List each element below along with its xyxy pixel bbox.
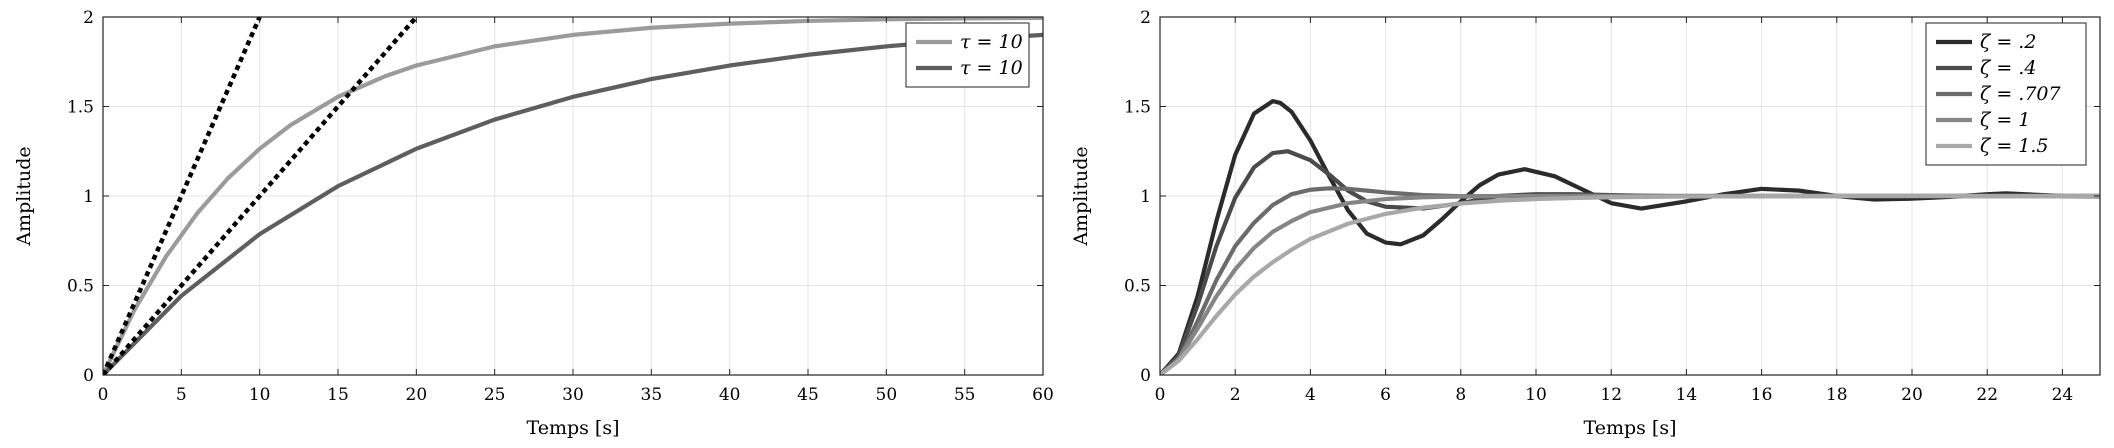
chart-1-series-line-1 [103, 17, 1043, 375]
chart-2-x-tick-label: 20 [1901, 385, 1923, 405]
chart-2-y-tick-label: 0 [1140, 366, 1151, 386]
chart-1-legend-label: τ = 10 [960, 57, 1023, 79]
chart-damping: 0 2 4 6 8 10 12 14 16 18 20 22 24 0 0.5 1 1.5 2 Temps [s] A… [1057, 0, 2114, 448]
chart-2-x-tick-label: 8 [1455, 385, 1466, 405]
chart-1-x-tick-label: 10 [249, 385, 271, 405]
chart-2-x-tick-label: 6 [1380, 385, 1391, 405]
chart-1-x-tick-label: 15 [327, 385, 349, 405]
chart-2-legend-label: ζ = 1 [1980, 109, 2030, 131]
chart-2-y-tick-label: 0.5 [1124, 277, 1151, 297]
chart-2-x-tick-label: 16 [1751, 385, 1773, 405]
chart-1-svg: 0 5 10 15 20 25 30 35 40 45 50 55 60 0 0.5 1 1.5 2 Temps [… [13, 8, 1054, 439]
chart-1-x-tick-label: 30 [562, 385, 584, 405]
chart-1-tangent-line [103, 17, 419, 375]
chart-1-y-tick-label: 1 [83, 187, 94, 207]
chart-1-x-tick-label: 60 [1032, 385, 1054, 405]
chart-1-legend-box [905, 22, 1030, 88]
chart-1-series-group [103, 17, 1043, 375]
chart-2-x-tick-label: 14 [1676, 385, 1698, 405]
chart-1-y-tick-label: 1.5 [67, 98, 94, 118]
chart-2-series-line-5 [1160, 193, 2100, 375]
chart-2-y-tick-label: 1 [1140, 187, 1151, 207]
chart-1-x-tick-label: 50 [876, 385, 898, 405]
chart-1-y-tick-label: 2 [83, 8, 94, 28]
chart-2-y-tick-label: 1.5 [1124, 98, 1151, 118]
chart-1-x-tick-label: 40 [719, 385, 741, 405]
chart-2-x-tick-label: 0 [1155, 385, 1166, 405]
chart-1-y-axis-title: Amplitude [13, 146, 35, 246]
chart-1-tangent-line [103, 17, 262, 375]
chart-2-x-tick-label: 18 [1826, 385, 1848, 405]
chart-2-series-group [1160, 99, 2100, 375]
chart-2-x-tick-label: 2 [1230, 385, 1241, 405]
chart-2-x-tick-label: 22 [1976, 385, 1998, 405]
chart-2-y-tick-label: 2 [1140, 8, 1151, 28]
chart-2-series-line-2 [1160, 149, 2100, 375]
chart-2-series-line-1 [1160, 99, 2100, 375]
chart-2-legend-label: ζ = .4 [1980, 57, 2036, 79]
chart-1-series-line-2 [103, 32, 1043, 375]
chart-2-legend: ζ = .2 ζ = .4 ζ = .707 ζ = 1 ζ = 1.5 [1925, 22, 2087, 166]
chart-2-x-tick-label: 4 [1305, 385, 1316, 405]
chart-1-y-tick-label: 0.5 [67, 277, 94, 297]
chart-1-x-tick-label: 5 [176, 385, 187, 405]
chart-2-x-tick-label: 10 [1525, 385, 1547, 405]
chart-1-x-tick-label: 25 [484, 385, 506, 405]
chart-1-x-tick-label: 0 [98, 385, 109, 405]
chart-time-constant: 0 5 10 15 20 25 30 35 40 45 50 55 60 0 0.5 1 1.5 2 Temps [… [13, 8, 1054, 439]
chart-1-x-tick-label: 55 [954, 385, 976, 405]
chart-2-legend-label: ζ = .2 [1980, 31, 2036, 53]
chart-2-y-axis-title: Amplitude [1070, 146, 1092, 246]
chart-1-x-tick-label: 35 [641, 385, 663, 405]
chart-1-grid [102, 16, 1044, 376]
chart-2-legend-label: ζ = 1.5 [1980, 135, 2049, 157]
chart-1-y-tick-label: 0 [83, 366, 94, 386]
chart-2-x-tick-label: 24 [2052, 385, 2074, 405]
chart-1-legend-label: τ = 10 [960, 31, 1023, 53]
chart-2-x-axis-title: Temps [s] [1584, 417, 1677, 439]
chart-1-x-tick-label: 45 [797, 385, 819, 405]
chart-2-legend-label: ζ = .707 [1980, 83, 2062, 105]
chart-1-x-tick-label: 20 [406, 385, 428, 405]
chart-2-x-tick-label: 12 [1600, 385, 1622, 405]
chart-1-legend: τ = 10 τ = 10 [905, 22, 1030, 88]
chart-1-x-axis-title: Temps [s] [527, 417, 620, 439]
